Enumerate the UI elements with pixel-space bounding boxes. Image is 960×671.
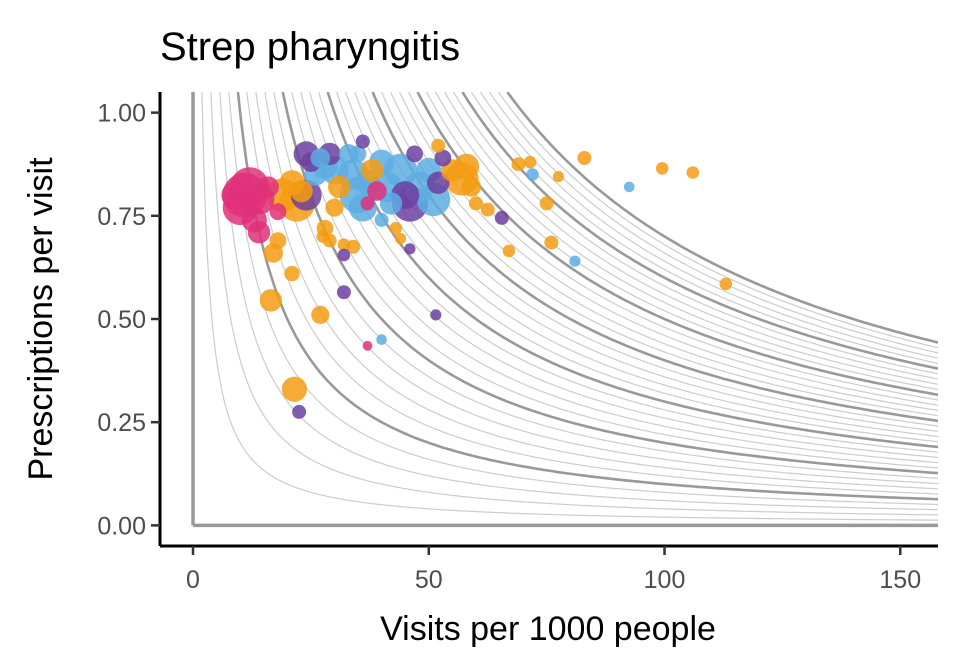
data-point — [349, 145, 367, 163]
data-point — [511, 157, 526, 172]
y-axis-title: Prescriptions per visit — [22, 157, 60, 481]
reference-curve-dark — [416, 92, 938, 397]
reference-curve-light — [443, 92, 938, 380]
data-point — [292, 404, 307, 419]
data-point — [686, 166, 700, 179]
reference-curve-light — [219, 92, 938, 511]
data-point — [336, 285, 351, 300]
data-point — [502, 244, 516, 258]
x-tick-label: 100 — [644, 566, 686, 594]
reference-curve-light — [470, 92, 938, 364]
reference-curve-dark — [281, 92, 938, 475]
x-tick-label: 150 — [879, 566, 921, 594]
data-point — [569, 255, 581, 267]
data-point — [247, 221, 271, 244]
data-point — [494, 210, 509, 225]
data-point — [316, 230, 330, 243]
data-point — [468, 196, 483, 211]
reference-curve-light — [273, 92, 938, 479]
data-point — [655, 162, 669, 175]
x-tick-label: 0 — [186, 566, 200, 594]
y-tick-label: 1.00 — [97, 100, 146, 128]
data-point — [257, 176, 279, 198]
data-point — [360, 196, 375, 211]
data-point — [362, 340, 373, 351]
data-point — [325, 198, 344, 217]
reference-curve-light — [488, 92, 938, 354]
data-point — [544, 235, 559, 250]
data-point — [430, 309, 442, 321]
reference-curve-light — [452, 92, 938, 375]
reference-curve-light — [309, 92, 938, 458]
reference-curve-dark — [461, 92, 938, 370]
y-tick-label: 0.25 — [97, 409, 146, 437]
reference-curve-light — [264, 92, 938, 485]
chart-title: Strep pharyngitis — [160, 25, 460, 69]
reference-curve-light — [210, 92, 938, 516]
data-point — [367, 181, 387, 201]
data-points — [221, 134, 733, 419]
data-point — [461, 177, 482, 197]
data-point — [719, 277, 733, 291]
reference-curve-light — [228, 92, 938, 506]
data-point — [523, 155, 537, 169]
data-point — [337, 248, 351, 262]
y-tick-label: 0.50 — [97, 306, 146, 334]
data-point — [577, 151, 592, 165]
reference-curve-dark — [506, 92, 938, 344]
y-tick-label: 0.75 — [97, 203, 146, 231]
data-point — [434, 149, 452, 167]
x-tick-label: 50 — [415, 566, 443, 594]
reference-curve-light — [318, 92, 938, 453]
data-point — [431, 138, 446, 153]
data-point — [337, 238, 351, 251]
reference-curve-light — [255, 92, 938, 490]
reference-curve-light — [479, 92, 938, 359]
data-point — [526, 168, 539, 181]
data-point — [221, 181, 250, 210]
reference-curve-light — [425, 92, 938, 391]
data-point — [376, 334, 387, 345]
data-point — [269, 203, 287, 221]
axes: 0.00 0.25 0.50 0.75 1.00 0 50 100 150 — [97, 92, 938, 594]
data-point — [311, 305, 330, 324]
data-point — [281, 376, 307, 402]
data-point — [379, 192, 403, 215]
reference-curve-light — [201, 92, 938, 521]
data-point — [328, 175, 351, 199]
data-point — [539, 196, 554, 211]
reference-curve-light — [336, 92, 938, 443]
reference-curve-light — [399, 92, 938, 406]
reference-curve-light — [390, 92, 938, 411]
data-point — [623, 181, 635, 193]
y-tick-label: 0.00 — [97, 512, 146, 540]
data-point — [552, 171, 565, 183]
data-point — [290, 179, 313, 203]
data-point — [404, 243, 416, 255]
data-point — [355, 134, 370, 149]
data-point — [361, 159, 384, 182]
data-point — [284, 265, 300, 282]
data-point — [394, 232, 407, 245]
data-point — [389, 221, 403, 235]
x-axis-title: Visits per 1000 people — [380, 610, 716, 648]
reference-curve-light — [497, 92, 938, 349]
data-point — [374, 212, 389, 227]
data-point — [269, 232, 287, 250]
reference-curve-light — [363, 92, 938, 427]
data-point — [310, 148, 331, 168]
data-point — [259, 289, 282, 312]
reference-curve-light — [434, 92, 938, 385]
data-point — [406, 145, 423, 163]
data-point — [480, 202, 495, 217]
